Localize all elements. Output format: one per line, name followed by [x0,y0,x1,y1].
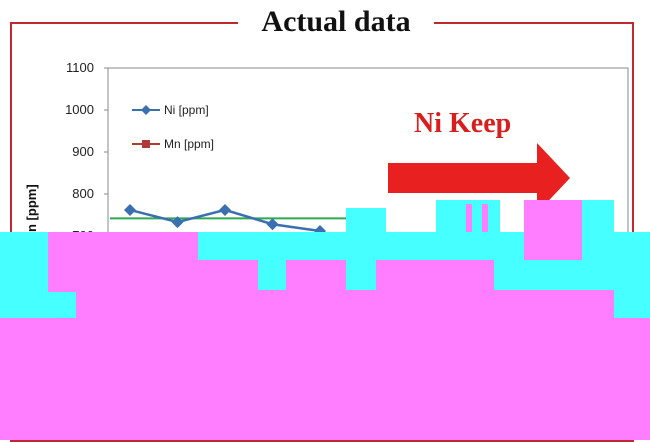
data-point [124,203,136,216]
chart-title: Actual data [238,4,434,40]
data-point [171,216,184,229]
data-point [266,218,279,231]
data-point [219,203,231,216]
corruption-cyan-block [346,260,376,290]
y-tick-label: 800 [72,186,94,201]
corruption-magenta-block [466,204,472,232]
ni-keep-arrow [388,143,570,213]
corruption-magenta-block [524,200,582,260]
corruption-cyan-block [258,260,286,290]
y-tick-label: 1100 [66,60,94,75]
corruption-cyan-block [346,208,386,232]
legend-marker-square [142,140,150,148]
legend-marker-diamond [141,105,151,115]
ni-keep-callout: Ni Keep [414,108,512,139]
corruption-magenta-block [48,232,198,292]
y-tick-label: 900 [72,144,94,159]
corruption-cyan-block [582,200,614,232]
legend: Ni [ppm] Mn [ppm] [132,103,214,151]
series-group [124,203,326,237]
legend-label: Ni [ppm] [164,103,209,117]
legend-label: Mn [ppm] [164,137,214,151]
corruption-magenta-block [482,204,488,232]
corruption-magenta-block [494,290,614,320]
y-axis-ticks: 11001000900800700 [65,60,108,243]
corruption-magenta-block [0,318,650,440]
y-axis-label: n [ppm] [24,184,39,232]
y-tick-label: 1000 [65,102,94,117]
